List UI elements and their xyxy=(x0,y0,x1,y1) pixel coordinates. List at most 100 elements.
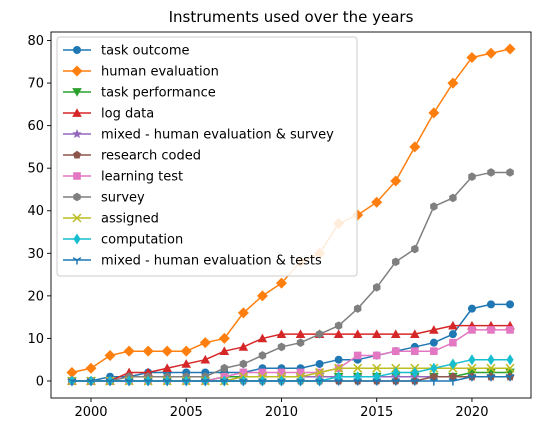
data-point-human-evaluation xyxy=(199,337,211,349)
data-point-mixed-human-evaluation-tests xyxy=(315,378,324,386)
data-point-human-evaluation xyxy=(142,345,154,357)
data-point-human-evaluation xyxy=(371,196,383,208)
y-tick-label: 60 xyxy=(27,119,44,134)
legend: task outcome human evaluation task perform… xyxy=(56,36,358,277)
x-tick-label: 2000 xyxy=(74,405,107,420)
data-point-log-data xyxy=(200,354,211,364)
legend-entry-task-performance: task performance xyxy=(63,86,216,101)
data-point-mixed-human-evaluation-tests xyxy=(239,378,248,386)
data-point-task-outcome xyxy=(506,300,515,309)
data-point-log-data xyxy=(219,346,230,356)
data-point-task-outcome xyxy=(448,330,457,339)
data-point-task-outcome xyxy=(487,300,495,309)
data-point-mixed-human-evaluation-tests xyxy=(391,378,401,386)
data-point-log-data xyxy=(257,333,268,343)
data-point-mixed-human-evaluation-tests xyxy=(277,378,286,386)
series-human-evaluation xyxy=(66,43,516,378)
legend-label: research coded xyxy=(101,149,201,164)
data-point-human-evaluation xyxy=(466,52,478,64)
data-point-human-evaluation xyxy=(485,47,497,59)
data-point-log-data xyxy=(371,329,382,339)
data-point-learning-test xyxy=(411,347,419,355)
data-point-mixed-human-evaluation-tests xyxy=(162,378,172,386)
data-point-log-data xyxy=(276,329,287,339)
data-point-survey xyxy=(449,193,457,203)
series-line-computation xyxy=(71,358,511,382)
legend-box xyxy=(56,36,358,277)
data-point-computation xyxy=(449,358,457,370)
plot-frame xyxy=(50,31,532,399)
data-point-mixed-human-evaluation-tests xyxy=(105,378,115,386)
legend-entry-computation: computation xyxy=(63,233,183,248)
data-point-survey xyxy=(315,329,324,339)
y-tick-label: 0 xyxy=(36,374,44,389)
y-tick-label: 50 xyxy=(27,162,44,177)
data-point-log-data xyxy=(448,320,458,330)
data-point-mixed-human-evaluation-tests xyxy=(486,373,496,382)
data-point-mixed-human-evaluation-tests xyxy=(429,378,439,386)
legend-label: computation xyxy=(101,233,183,248)
data-point-task-outcome xyxy=(315,359,324,368)
data-point-log-data xyxy=(295,329,306,339)
series-mixed-human-evaluation-tests xyxy=(67,373,515,386)
data-point-assigned xyxy=(372,363,382,373)
data-point-survey xyxy=(392,257,400,267)
data-point-learning-test xyxy=(296,368,305,377)
series-line-task-outcome xyxy=(71,303,511,382)
y-tick-label: 10 xyxy=(27,332,44,347)
legend-marker-survey xyxy=(73,192,81,202)
data-point-mixed-human-evaluation-tests xyxy=(124,378,134,386)
legend-marker-research-coded xyxy=(72,150,82,159)
x-tick-label: 2010 xyxy=(265,405,298,420)
data-point-mixed-human-evaluation-tests xyxy=(296,378,305,386)
legend-entry-log-data: log data xyxy=(63,107,154,122)
data-point-assigned xyxy=(315,367,325,377)
data-point-assigned xyxy=(353,363,363,373)
axes: 2000 2005 2010 2015 2020 0 10 20 30 40 50 60 70 80 xyxy=(27,31,532,420)
legend-entry-task-outcome: task outcome xyxy=(63,44,190,59)
data-point-computation xyxy=(487,354,495,366)
data-point-survey xyxy=(258,351,267,360)
data-point-human-evaluation xyxy=(66,366,78,378)
data-point-mixed-human-evaluation-tests xyxy=(220,378,229,386)
data-point-mixed-human-evaluation-tests xyxy=(467,373,477,382)
data-point-log-data xyxy=(238,342,249,351)
data-point-learning-test xyxy=(277,368,286,377)
data-point-mixed-human-evaluation-tests xyxy=(372,378,382,386)
data-point-log-data xyxy=(333,329,344,339)
data-point-human-evaluation xyxy=(275,277,287,289)
data-point-assigned xyxy=(505,363,515,373)
data-point-task-outcome xyxy=(334,355,343,364)
data-point-mixed-human-evaluation-tests xyxy=(200,378,210,386)
legend-label: task performance xyxy=(101,86,216,101)
data-point-mixed-human-evaluation-tests xyxy=(448,378,458,386)
data-point-survey xyxy=(353,304,362,313)
data-point-human-evaluation xyxy=(123,345,135,357)
data-point-survey xyxy=(372,283,381,292)
data-point-learning-test xyxy=(391,347,400,355)
data-point-computation xyxy=(506,354,514,366)
series-line-log-data xyxy=(71,324,511,382)
y-tick-label: 40 xyxy=(27,204,44,219)
data-point-learning-test xyxy=(430,347,438,355)
legend-label: learning test xyxy=(101,170,183,185)
data-point-computation xyxy=(430,362,438,374)
data-point-human-evaluation xyxy=(180,345,192,357)
data-point-survey xyxy=(468,172,476,181)
legend-marker-human-evaluation xyxy=(71,65,83,77)
data-point-human-evaluation xyxy=(85,362,97,374)
legend-label: assigned xyxy=(101,212,159,227)
legend-entry-mixed-human-evaluation-survey: mixed - human evaluation & survey xyxy=(63,128,334,143)
data-point-log-data xyxy=(410,329,420,339)
data-point-computation xyxy=(335,371,343,383)
data-point-learning-test xyxy=(506,326,514,334)
data-point-task-outcome xyxy=(429,338,438,347)
data-point-mixed-human-evaluation-tests xyxy=(143,378,153,386)
data-point-log-data xyxy=(162,363,172,373)
x-tick-label: 2005 xyxy=(170,405,203,420)
data-point-research-coded xyxy=(429,372,438,381)
series-mixed-human-evaluation-survey xyxy=(67,371,515,386)
data-point-learning-test xyxy=(353,351,362,360)
legend-entry-survey: survey xyxy=(63,191,145,206)
data-point-human-evaluation xyxy=(218,332,230,344)
